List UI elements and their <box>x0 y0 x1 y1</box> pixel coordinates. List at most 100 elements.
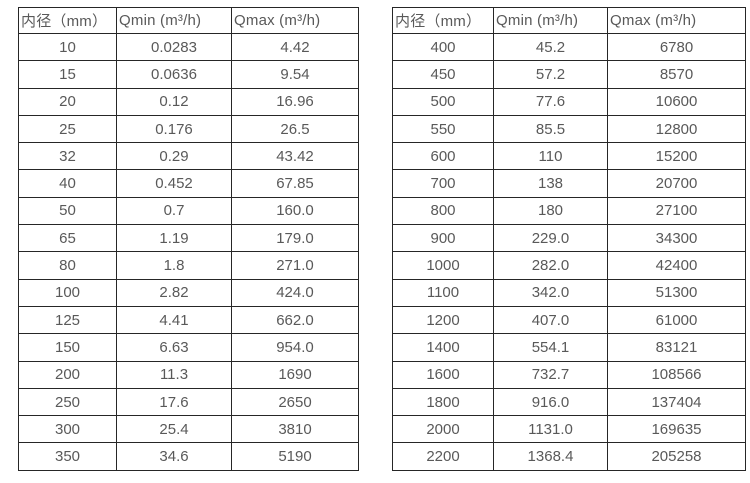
table-cell: 77.6 <box>493 87 608 116</box>
flow-table-small-diameters: 内径（mm） Qmin (m³/h) Qmax (m³/h) 10 0.0283 4.42… <box>18 7 359 471</box>
table-cell: 57.2 <box>493 60 608 89</box>
table-cell: 34300 <box>607 224 746 253</box>
table-cell: 2.82 <box>116 278 232 307</box>
table-cell: 20 <box>18 87 117 116</box>
table-cell: 108566 <box>607 360 746 389</box>
table-row: 125 4.41 662.0 <box>18 305 359 335</box>
table-cell: 342.0 <box>493 278 608 307</box>
table-row: 900 229.0 34300 <box>392 224 746 253</box>
table-cell: 15 <box>18 60 117 89</box>
table-row: 500 77.6 10600 <box>392 87 746 116</box>
table-cell: 916.0 <box>493 387 608 417</box>
table-cell: 1131.0 <box>493 415 608 444</box>
table-cell: 169635 <box>607 415 746 444</box>
table-cell: 20700 <box>607 169 746 198</box>
table-cell: 10 <box>18 32 117 62</box>
column-header: Qmax (m³/h) <box>607 7 746 34</box>
table-cell: 300 <box>18 415 117 444</box>
table-cell: 0.0283 <box>116 32 232 62</box>
table-cell: 27100 <box>607 196 746 226</box>
table-cell: 6780 <box>607 32 746 62</box>
table-cell: 179.0 <box>231 224 359 253</box>
table-cell: 26.5 <box>231 114 359 144</box>
table-row: 1600 732.7 108566 <box>392 360 746 389</box>
header-row: 内径（mm） Qmin (m³/h) Qmax (m³/h) <box>18 7 359 34</box>
table-cell: 600 <box>392 142 494 171</box>
table-cell: 17.6 <box>116 387 232 417</box>
table-cell: 0.452 <box>116 169 232 198</box>
table-row: 800 180 27100 <box>392 196 746 226</box>
table-cell: 45.2 <box>493 32 608 62</box>
table-row: 80 1.8 271.0 <box>18 251 359 280</box>
table-cell: 800 <box>392 196 494 226</box>
table-row: 200 11.3 1690 <box>18 360 359 389</box>
table-cell: 150 <box>18 333 117 362</box>
table-cell: 80 <box>18 251 117 280</box>
table-cell: 954.0 <box>231 333 359 362</box>
column-header: Qmax (m³/h) <box>231 7 359 34</box>
table-cell: 50 <box>18 196 117 226</box>
table-cell: 424.0 <box>231 278 359 307</box>
table-cell: 180 <box>493 196 608 226</box>
table-cell: 0.29 <box>116 142 232 171</box>
table-row: 2200 1368.4 205258 <box>392 442 746 471</box>
table-cell: 407.0 <box>493 305 608 335</box>
table-cell: 138 <box>493 169 608 198</box>
table-row: 40 0.452 67.85 <box>18 169 359 198</box>
table-cell: 1600 <box>392 360 494 389</box>
table-cell: 1800 <box>392 387 494 417</box>
table-row: 2000 1131.0 169635 <box>392 415 746 444</box>
table-cell: 0.176 <box>116 114 232 144</box>
table-cell: 554.1 <box>493 333 608 362</box>
table-cell: 1368.4 <box>493 442 608 471</box>
table-cell: 100 <box>18 278 117 307</box>
table-cell: 83121 <box>607 333 746 362</box>
table-row: 700 138 20700 <box>392 169 746 198</box>
table-cell: 900 <box>392 224 494 253</box>
table-row: 100 2.82 424.0 <box>18 278 359 307</box>
table-row: 50 0.7 160.0 <box>18 196 359 226</box>
table-cell: 5190 <box>231 442 359 471</box>
table-cell: 0.7 <box>116 196 232 226</box>
table-cell: 271.0 <box>231 251 359 280</box>
table-row: 65 1.19 179.0 <box>18 224 359 253</box>
table-row: 1000 282.0 42400 <box>392 251 746 280</box>
table-row: 400 45.2 6780 <box>392 32 746 62</box>
table-cell: 1.8 <box>116 251 232 280</box>
table-row: 20 0.12 16.96 <box>18 87 359 116</box>
table-cell: 1690 <box>231 360 359 389</box>
table-cell: 1.19 <box>116 224 232 253</box>
table-cell: 205258 <box>607 442 746 471</box>
table-row: 1200 407.0 61000 <box>392 305 746 335</box>
table-cell: 9.54 <box>231 60 359 89</box>
table-cell: 1200 <box>392 305 494 335</box>
table-cell: 1100 <box>392 278 494 307</box>
table-cell: 282.0 <box>493 251 608 280</box>
table-cell: 34.6 <box>116 442 232 471</box>
table-cell: 450 <box>392 60 494 89</box>
table-cell: 61000 <box>607 305 746 335</box>
table-cell: 125 <box>18 305 117 335</box>
table-cell: 8570 <box>607 60 746 89</box>
column-header: Qmin (m³/h) <box>493 7 608 34</box>
table-cell: 200 <box>18 360 117 389</box>
table-row: 1800 916.0 137404 <box>392 387 746 417</box>
table-cell: 4.41 <box>116 305 232 335</box>
table-cell: 32 <box>18 142 117 171</box>
table-row: 600 110 15200 <box>392 142 746 171</box>
table-row: 550 85.5 12800 <box>392 114 746 144</box>
table-cell: 400 <box>392 32 494 62</box>
table-cell: 2200 <box>392 442 494 471</box>
table-row: 150 6.63 954.0 <box>18 333 359 362</box>
table-row: 450 57.2 8570 <box>392 60 746 89</box>
table-cell: 732.7 <box>493 360 608 389</box>
table-row: 15 0.0636 9.54 <box>18 60 359 89</box>
table-cell: 1400 <box>392 333 494 362</box>
table-cell: 25.4 <box>116 415 232 444</box>
table-row: 350 34.6 5190 <box>18 442 359 471</box>
table-cell: 40 <box>18 169 117 198</box>
table-cell: 4.42 <box>231 32 359 62</box>
table-cell: 550 <box>392 114 494 144</box>
table-cell: 51300 <box>607 278 746 307</box>
